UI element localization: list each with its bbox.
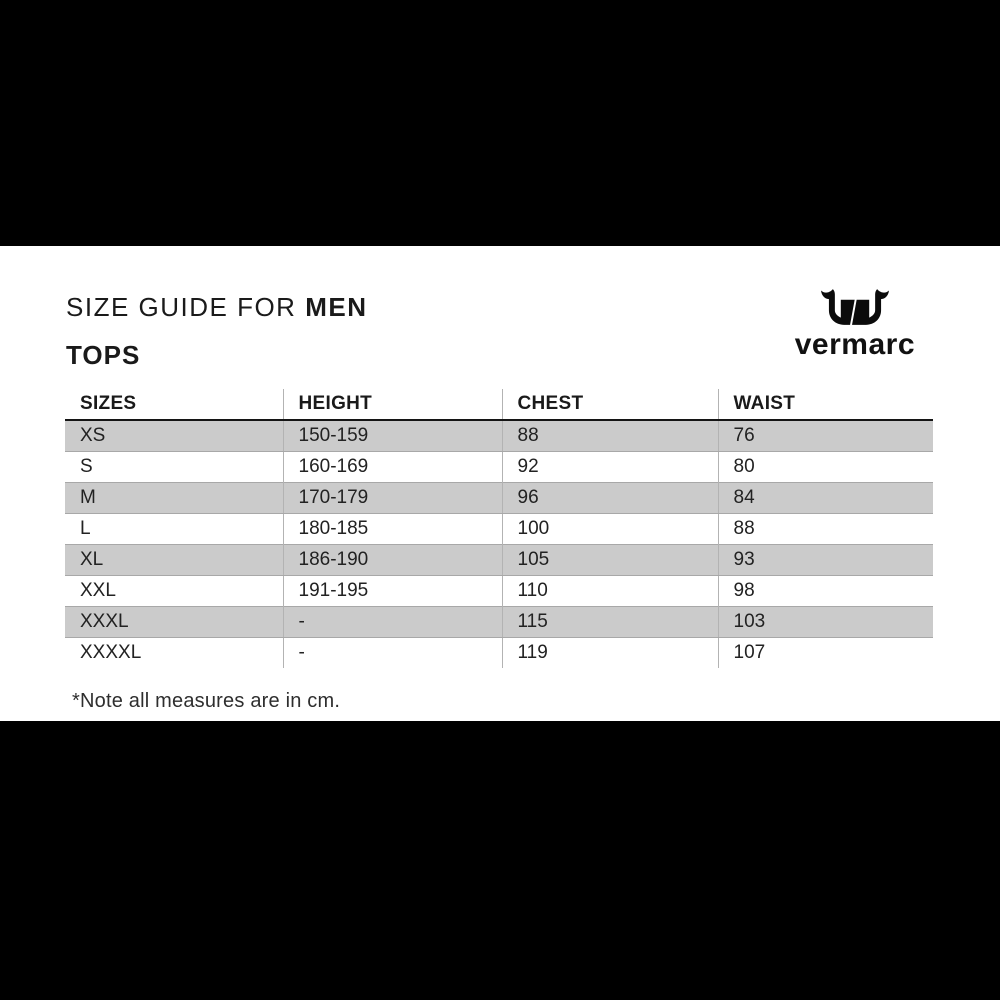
table-row: XL 186-190 105 93 — [65, 543, 933, 576]
page-title-gender: MEN — [305, 292, 368, 322]
cell-waist: 84 — [717, 481, 933, 514]
cell-height: 170-179 — [282, 481, 502, 514]
cell-chest: 110 — [501, 575, 718, 606]
page-title: SIZE GUIDE FOR MEN — [66, 292, 367, 323]
cell-waist: 107 — [717, 637, 933, 668]
table-row: L 180-185 100 88 — [65, 513, 933, 544]
column-header-height: HEIGHT — [282, 389, 502, 421]
cell-height: - — [282, 605, 502, 638]
cell-chest: 88 — [501, 419, 718, 452]
cell-chest: 115 — [501, 605, 718, 638]
cell-height: 186-190 — [282, 543, 502, 576]
cell-chest: 92 — [501, 451, 718, 482]
size-table-body: XS 150-159 88 76 S 160-169 92 80 M 170-1… — [65, 419, 933, 668]
size-table-header-row: SIZES HEIGHT CHEST WAIST — [65, 389, 933, 421]
table-row: S 160-169 92 80 — [65, 451, 933, 482]
cell-chest: 96 — [501, 481, 718, 514]
column-header-sizes: SIZES — [65, 389, 283, 421]
cell-chest: 105 — [501, 543, 718, 576]
measures-footnote: *Note all measures are in cm. — [72, 690, 341, 712]
table-row: XS 150-159 88 76 — [65, 419, 933, 452]
table-row: XXL 191-195 110 98 — [65, 575, 933, 606]
table-row: M 170-179 96 84 — [65, 481, 933, 514]
cell-size: XS — [65, 419, 283, 452]
top-black-bar — [0, 0, 1000, 246]
page-subtitle: TOPS — [66, 340, 141, 370]
size-guide-panel: SIZE GUIDE FOR MEN TOPS vermarc SIZES HE… — [0, 246, 1000, 721]
cell-height: - — [282, 637, 502, 668]
cell-height: 150-159 — [282, 419, 502, 452]
table-row: XXXXL - 119 107 — [65, 637, 933, 668]
cell-waist: 93 — [717, 543, 933, 576]
page-title-prefix: SIZE GUIDE FOR — [66, 292, 306, 322]
cell-size: XXL — [80, 579, 116, 601]
cell-waist: 76 — [717, 419, 933, 452]
cell-waist: 98 — [717, 575, 933, 606]
cell-height: 160-169 — [282, 451, 502, 482]
cell-chest: 119 — [501, 637, 718, 668]
cell-waist: 88 — [717, 513, 933, 544]
size-table: SIZES HEIGHT CHEST WAIST XS 150-159 88 7… — [65, 389, 933, 668]
column-header-waist: WAIST — [717, 389, 933, 421]
cell-height: 180-185 — [282, 513, 502, 544]
cell-size: XXXXL — [80, 641, 142, 663]
vermarc-wordmark: vermarc — [794, 328, 915, 361]
cell-waist: 80 — [717, 451, 933, 482]
vermarc-logo: vermarc — [795, 288, 915, 360]
bottom-black-bar — [0, 721, 1000, 1000]
cell-waist: 103 — [717, 605, 933, 638]
column-header-chest: CHEST — [501, 389, 718, 421]
vermarc-double-horn-icon — [820, 288, 889, 326]
cell-size: L — [80, 517, 91, 539]
cell-size: XXXL — [65, 605, 283, 638]
cell-size: S — [80, 455, 93, 477]
cell-chest: 100 — [501, 513, 718, 544]
cell-height: 191-195 — [282, 575, 502, 606]
table-row: XXXL - 115 103 — [65, 605, 933, 638]
cell-size: XL — [65, 543, 283, 576]
cell-size: M — [65, 481, 283, 514]
